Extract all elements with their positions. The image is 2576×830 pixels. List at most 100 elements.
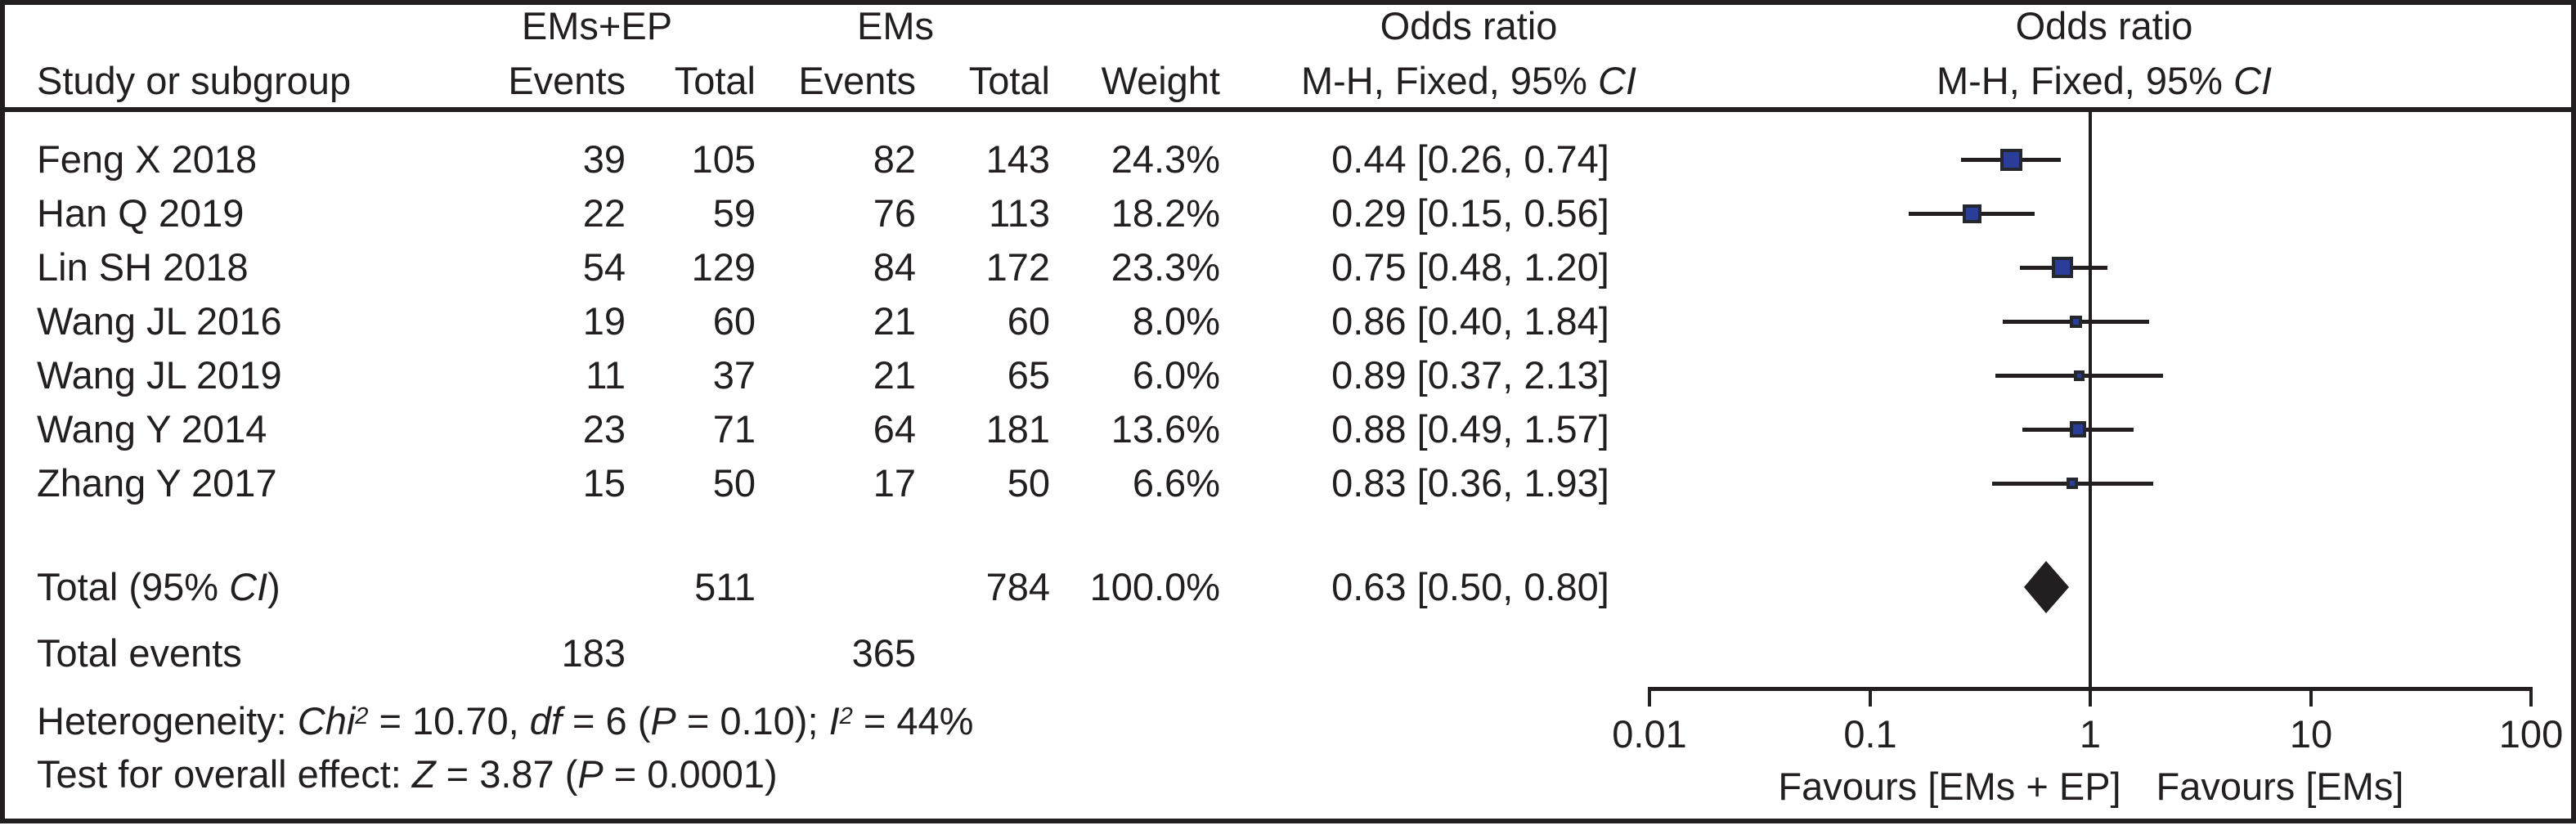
study-total-group2: 143: [985, 137, 1050, 181]
or-point-square: [2000, 149, 2022, 171]
study-weight: 18.2%: [1111, 191, 1220, 235]
mh-fixed-ci-plot-subtitle: M-H, Fixed, 95% CI: [1936, 61, 2272, 100]
x-axis-tick: [1648, 687, 1651, 707]
study-weight: 6.6%: [1132, 461, 1220, 505]
study-name: Wang JL 2019: [37, 353, 282, 397]
events2-column-header: Events: [798, 59, 916, 102]
study-or-ci-text: 0.83 [0.36, 1.93]: [1331, 461, 1609, 505]
study-name: Feng X 2018: [37, 137, 258, 181]
or-point-square: [1963, 204, 1981, 223]
odds-ratio-column-title: Odds ratio: [1380, 4, 1558, 47]
text-segment: P: [650, 699, 676, 743]
x-axis-tick-label: 0.01: [1612, 712, 1687, 756]
study-total-group1: 60: [712, 299, 756, 343]
study-events-group2: 17: [873, 461, 916, 505]
total-row-or-ci: 0.63 [0.50, 0.80]: [1331, 565, 1609, 608]
x-axis-tick: [1869, 687, 1872, 707]
mh-fixed-ci-subtitle: M-H, Fixed, 95% CI: [1301, 61, 1636, 100]
total-row-label: Total (95% CI): [37, 568, 280, 606]
study-events-group1: 23: [582, 407, 626, 451]
total-events-group1: 183: [561, 631, 626, 675]
group2-header: EMs: [857, 4, 934, 47]
header-divider-line: [0, 107, 2576, 112]
favours-left-label: Favours [EMs + EP]: [1778, 765, 2121, 808]
or-point-square: [2052, 257, 2073, 278]
study-total-group1: 59: [712, 191, 756, 235]
study-total-group1: 129: [691, 245, 756, 289]
or-point-square: [2067, 478, 2078, 489]
study-weight: 24.3%: [1111, 137, 1220, 181]
study-or-ci-text: 0.75 [0.48, 1.20]: [1331, 245, 1609, 289]
total-row-total1: 511: [694, 565, 756, 608]
text-segment: M-H, Fixed, 95%: [1936, 59, 2234, 102]
favours-right-label: Favours [EMs]: [2156, 765, 2404, 808]
text-segment: df: [529, 699, 562, 743]
text-segment: = 6 (: [561, 699, 651, 743]
study-events-group2: 21: [873, 299, 916, 343]
total-events-label: Total events: [37, 631, 242, 675]
text-segment: = 10.70,: [368, 699, 530, 743]
text-segment: = 44%: [852, 699, 974, 743]
text-segment: M-H, Fixed, 95%: [1300, 59, 1599, 102]
odds-ratio-plot-title: Odds ratio: [2015, 4, 2193, 47]
text-segment: 2: [355, 702, 369, 729]
text-segment: CI: [2233, 59, 2273, 102]
study-events-group1: 22: [582, 191, 626, 235]
text-segment: CI: [229, 565, 268, 608]
study-total-group2: 172: [985, 245, 1050, 289]
study-events-group2: 82: [873, 137, 916, 181]
or-point-square: [2074, 370, 2085, 381]
study-weight: 8.0%: [1132, 299, 1220, 343]
x-axis-tick-label: 1: [2079, 712, 2102, 756]
study-column-header: Study or subgroup: [37, 59, 352, 102]
text-segment: = 0.10);: [675, 699, 829, 743]
study-events-group1: 54: [582, 245, 626, 289]
study-events-group2: 76: [873, 191, 916, 235]
weight-column-header: Weight: [1101, 59, 1220, 102]
total-events-group2: 365: [851, 631, 916, 675]
study-or-ci-text: 0.29 [0.15, 0.56]: [1331, 191, 1609, 235]
total-row-total2: 784: [985, 565, 1050, 608]
study-total-group2: 65: [1007, 353, 1050, 397]
heterogeneity-stats: Heterogeneity: Chi2 = 10.70, df = 6 (P =…: [37, 702, 973, 740]
study-events-group1: 19: [582, 299, 626, 343]
study-or-ci-text: 0.88 [0.49, 1.57]: [1331, 407, 1609, 451]
study-total-group1: 105: [691, 137, 756, 181]
study-weight: 23.3%: [1111, 245, 1220, 289]
text-segment: = 0.0001): [603, 752, 778, 796]
study-name: Han Q 2019: [37, 191, 245, 235]
x-axis-tick-label: 10: [2289, 712, 2333, 756]
or-point-square: [2070, 421, 2086, 437]
text-segment: Test for overall effect:: [37, 752, 412, 796]
study-weight: 13.6%: [1111, 407, 1220, 451]
x-axis-tick-label: 100: [2498, 712, 2564, 756]
text-segment: Z: [411, 752, 436, 796]
study-events-group2: 21: [873, 353, 916, 397]
study-events-group1: 15: [582, 461, 626, 505]
study-or-ci-text: 0.89 [0.37, 2.13]: [1331, 353, 1609, 397]
total1-column-header: Total: [674, 59, 756, 102]
text-segment: Total (95%: [37, 565, 230, 608]
text-segment: P: [577, 752, 604, 796]
text-segment: Heterogeneity:: [37, 699, 298, 743]
or-point-square: [2070, 316, 2082, 328]
text-segment: 2: [839, 702, 853, 729]
study-events-group2: 64: [873, 407, 916, 451]
x-axis-tick: [2529, 687, 2533, 707]
study-events-group2: 84: [873, 245, 916, 289]
total-summary-diamond: [2024, 561, 2069, 613]
text-segment: CI: [1598, 59, 1637, 102]
study-total-group2: 60: [1007, 299, 1050, 343]
text-segment: I: [828, 699, 840, 743]
x-axis-tick: [2309, 687, 2313, 707]
x-axis-tick-label: 0.1: [1843, 712, 1897, 756]
text-segment: Chi: [297, 699, 356, 743]
x-axis-tick: [2089, 687, 2092, 707]
study-total-group1: 37: [712, 353, 756, 397]
study-name: Zhang Y 2017: [37, 461, 277, 505]
study-total-group2: 50: [1007, 461, 1050, 505]
study-total-group2: 113: [989, 191, 1050, 235]
study-events-group1: 39: [582, 137, 626, 181]
overall-effect-stats: Test for overall effect: Z = 3.87 (P = 0…: [37, 755, 778, 793]
